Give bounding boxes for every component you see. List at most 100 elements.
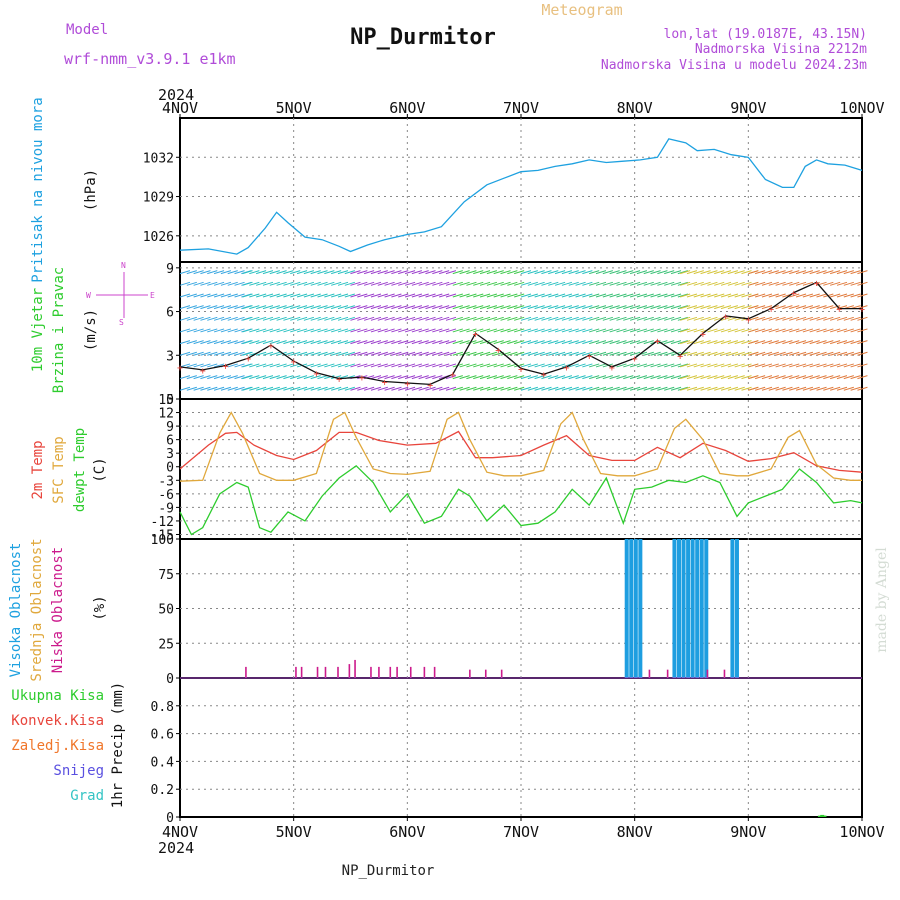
wind-vector: [761, 386, 773, 391]
wind-vector: [357, 293, 368, 298]
wind-vector: [575, 351, 586, 356]
wind-vector: [582, 328, 593, 333]
wind-vector: [344, 281, 355, 286]
wind-speed-line: [179, 281, 862, 386]
wind-vector: [693, 351, 704, 356]
wind-vector: [227, 305, 238, 310]
wind-vector: [276, 386, 287, 391]
wind-vector: [609, 270, 620, 275]
wind-vector: [520, 340, 532, 345]
wind-vector: [582, 316, 593, 321]
wind-vector: [602, 316, 613, 321]
wind-vector: [595, 328, 607, 333]
wind-vector: [650, 293, 661, 298]
wind-vector: [734, 293, 745, 298]
wind-vector: [720, 305, 732, 310]
wind-vector: [629, 316, 641, 321]
wind-vector: [220, 281, 232, 286]
wind-vector: [541, 375, 552, 380]
wind-vector: [473, 340, 484, 345]
low-cloud-bar: [300, 666, 303, 678]
wind-vector: [357, 305, 368, 310]
wind-vector: [262, 270, 274, 275]
y-tick-label: -9: [158, 501, 174, 516]
wind-vector: [670, 386, 682, 391]
wind-vector: [582, 281, 593, 286]
wind-vector: [324, 351, 335, 356]
wind-vector: [755, 340, 766, 345]
wind-vector: [500, 363, 511, 368]
wind-vector: [816, 293, 827, 298]
wind-vector: [714, 328, 725, 333]
wind-vector: [200, 305, 211, 310]
wind-gust-marker: +: [313, 369, 319, 380]
high-cloud-bar: [730, 539, 735, 678]
wind-vector: [350, 363, 361, 368]
y-tick-label: -6: [158, 488, 174, 503]
wind-vector: [761, 305, 773, 310]
wind-vector: [664, 328, 675, 333]
wind-vector: [830, 351, 841, 356]
wind-gust-marker: +: [859, 305, 865, 316]
wind-vector: [439, 270, 450, 275]
wind-vector: [466, 363, 477, 368]
wind-vector: [727, 270, 739, 275]
wind-vector: [398, 340, 409, 345]
wind-vector: [650, 386, 661, 391]
wind-vector: [595, 386, 607, 391]
wind-vector: [186, 386, 197, 391]
wind-vector: [548, 375, 559, 380]
wind-vector: [256, 305, 267, 310]
wind-vector: [670, 316, 682, 321]
wind-vector: [179, 305, 191, 310]
low-cloud-bar: [433, 666, 436, 678]
wind-vector: [850, 375, 861, 380]
wind-vector: [445, 328, 457, 333]
wind-vector: [370, 386, 382, 391]
wind-vector: [836, 328, 848, 333]
wind-gust-marker: +: [382, 378, 388, 389]
wind-vector: [425, 281, 436, 286]
wind-vector: [850, 281, 861, 286]
wind-vector: [179, 281, 191, 286]
wind-vector: [331, 305, 342, 310]
wind-vector: [479, 270, 491, 275]
wind-vector: [755, 386, 766, 391]
wind-vector: [276, 305, 287, 310]
wind-gust-marker: +: [200, 366, 206, 377]
wind-vector: [823, 375, 834, 380]
wind-vector: [283, 281, 294, 286]
wind-vector: [609, 386, 620, 391]
wind-vector: [486, 328, 498, 333]
wind-vector: [700, 363, 711, 368]
wind-vector: [527, 328, 538, 333]
wind-vector: [836, 351, 848, 356]
wind-vector: [370, 328, 382, 333]
wind-vector: [317, 351, 328, 356]
wind-vector: [310, 340, 321, 345]
wind-vector: [317, 375, 328, 380]
wind-vector: [344, 363, 355, 368]
wind-vector: [384, 351, 395, 356]
wind-vector: [283, 386, 294, 391]
wind-gust-marker: +: [541, 370, 547, 381]
wind-vector: [317, 316, 328, 321]
wind-vector: [473, 363, 484, 368]
wind-vector: [303, 270, 315, 275]
wind-vector: [636, 386, 648, 391]
high-cloud-bar: [676, 539, 681, 678]
wind-vector: [741, 270, 752, 275]
wind-vector: [643, 293, 654, 298]
wind-vector: [269, 375, 280, 380]
wind-vector: [344, 340, 355, 345]
footer-station: NP_Durmitor: [342, 863, 435, 879]
wind-vector: [357, 386, 368, 391]
wind-vector: [425, 363, 436, 368]
wind-vector: [404, 316, 416, 321]
wind-vector: [411, 281, 423, 286]
wind-vector: [816, 316, 827, 321]
wind-gust-marker: +: [836, 305, 842, 316]
wind-gust-marker: +: [291, 357, 297, 368]
wind-vector: [493, 363, 504, 368]
wind-vector: [616, 328, 627, 333]
